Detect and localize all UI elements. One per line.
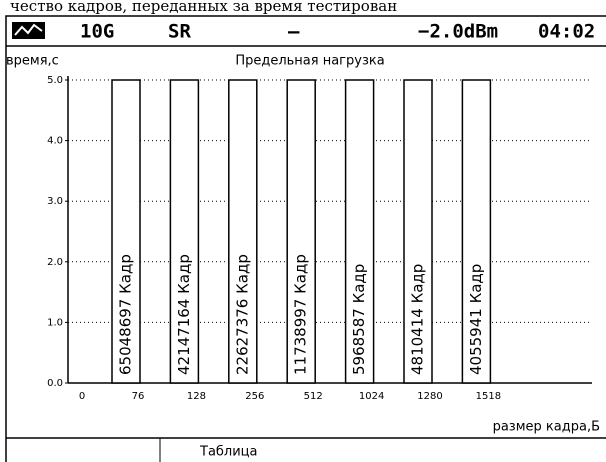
bar-label: 4810414 Кадр	[409, 264, 427, 375]
bar	[403, 79, 433, 384]
x-tick-label: 512	[304, 391, 323, 402]
y-tick-label: 1.0	[47, 317, 63, 328]
y-tick-label: 5.0	[47, 75, 63, 86]
bar	[344, 79, 375, 384]
x-tick-label: 76	[132, 391, 145, 402]
chart-title: Предельная нагрузка	[235, 54, 384, 69]
bar-label: 42147164 Кадр	[175, 254, 193, 375]
status-icon	[12, 22, 45, 39]
y-axis-label: время,с	[6, 54, 59, 69]
bar-label: 4055941 Кадр	[467, 264, 485, 375]
x-tick-label: 128	[187, 391, 206, 402]
bar	[228, 79, 258, 384]
status-time: 04:02	[538, 21, 595, 43]
y-tick-label: 0.0	[47, 378, 63, 389]
x-axis-label: размер кадра,Б	[493, 420, 600, 435]
bar-label: 65048697 Кадр	[117, 254, 135, 375]
x-tick-label: 256	[245, 391, 264, 402]
status-port: 10G	[80, 21, 114, 43]
bar-label: 22627376 Кадр	[233, 254, 251, 375]
x-tick-label: 1280	[417, 391, 442, 402]
caption: чество кадров, переданных за время тести…	[10, 0, 397, 15]
table-button[interactable]: Таблица	[199, 445, 258, 460]
bar-label: 11738997 Кадр	[292, 254, 310, 375]
bar	[286, 79, 316, 384]
x-tick-label: 1518	[476, 391, 501, 402]
y-tick-label: 3.0	[47, 196, 63, 207]
y-tick-label: 2.0	[47, 257, 63, 268]
bar	[169, 79, 200, 384]
y-tick-label: 4.0	[47, 136, 63, 147]
x-tick-label: 1024	[359, 391, 384, 402]
bar	[111, 79, 141, 384]
x-tick-label: 0	[79, 391, 85, 402]
status-dash: –	[288, 21, 300, 43]
bar-label: 5968587 Кадр	[350, 264, 368, 375]
status-mode: SR	[168, 21, 191, 43]
status-power: −2.0dBm	[418, 21, 498, 43]
bar	[461, 79, 492, 384]
screen-border	[5, 15, 606, 462]
